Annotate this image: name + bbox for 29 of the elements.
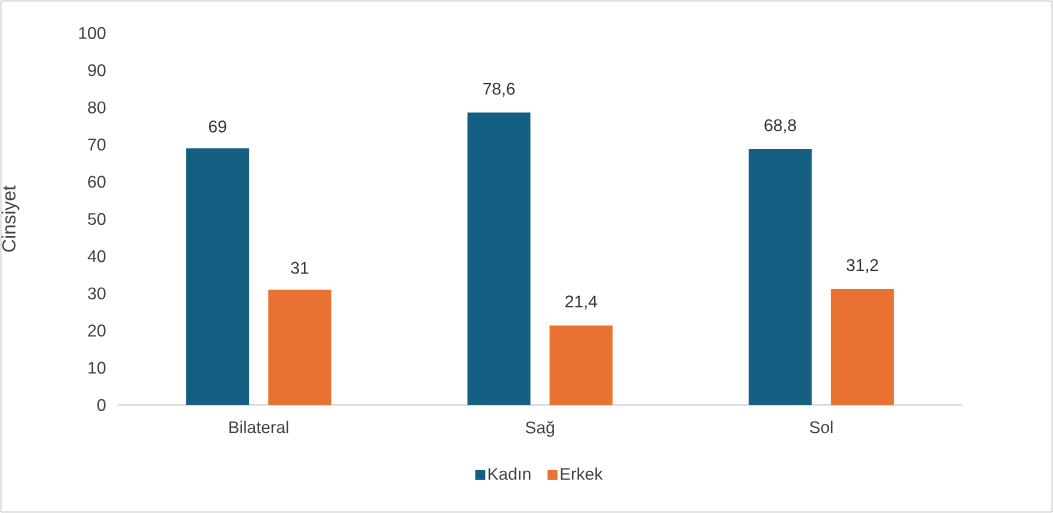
y-axis-title: Cinsiyet [1, 185, 20, 252]
legend-label: Erkek [560, 467, 603, 480]
y-tick-label: 50 [88, 212, 106, 225]
y-tick-label: 80 [88, 101, 106, 114]
bar [830, 288, 894, 405]
data-label: 31,2 [846, 259, 879, 274]
bar [186, 148, 250, 405]
x-tick-label: Sağ [525, 420, 554, 437]
bar [748, 149, 812, 405]
y-tick-label: 10 [88, 361, 106, 374]
bar [467, 112, 531, 405]
data-label: 78,6 [483, 82, 515, 97]
y-tick-label: 20 [88, 324, 106, 337]
y-tick-label: 0 [97, 398, 106, 411]
x-tick-label: Bilateral [229, 420, 289, 434]
bar [268, 289, 332, 405]
y-tick-label: 70 [88, 138, 106, 151]
y-tick-label: 30 [87, 287, 106, 300]
y-tick-label: 100 [79, 26, 106, 39]
y-tick-label: 90 [88, 64, 106, 77]
data-label: 31 [290, 261, 309, 274]
data-label: 69 [209, 120, 227, 133]
data-label: 21,4 [565, 295, 598, 310]
legend-label: Kadın [488, 467, 531, 480]
y-tick-label: 60 [88, 175, 106, 188]
y-tick-label: 40 [87, 250, 106, 263]
data-label: 68,8 [764, 119, 797, 134]
x-tick-label: Sol [809, 420, 833, 434]
bar [549, 325, 613, 405]
